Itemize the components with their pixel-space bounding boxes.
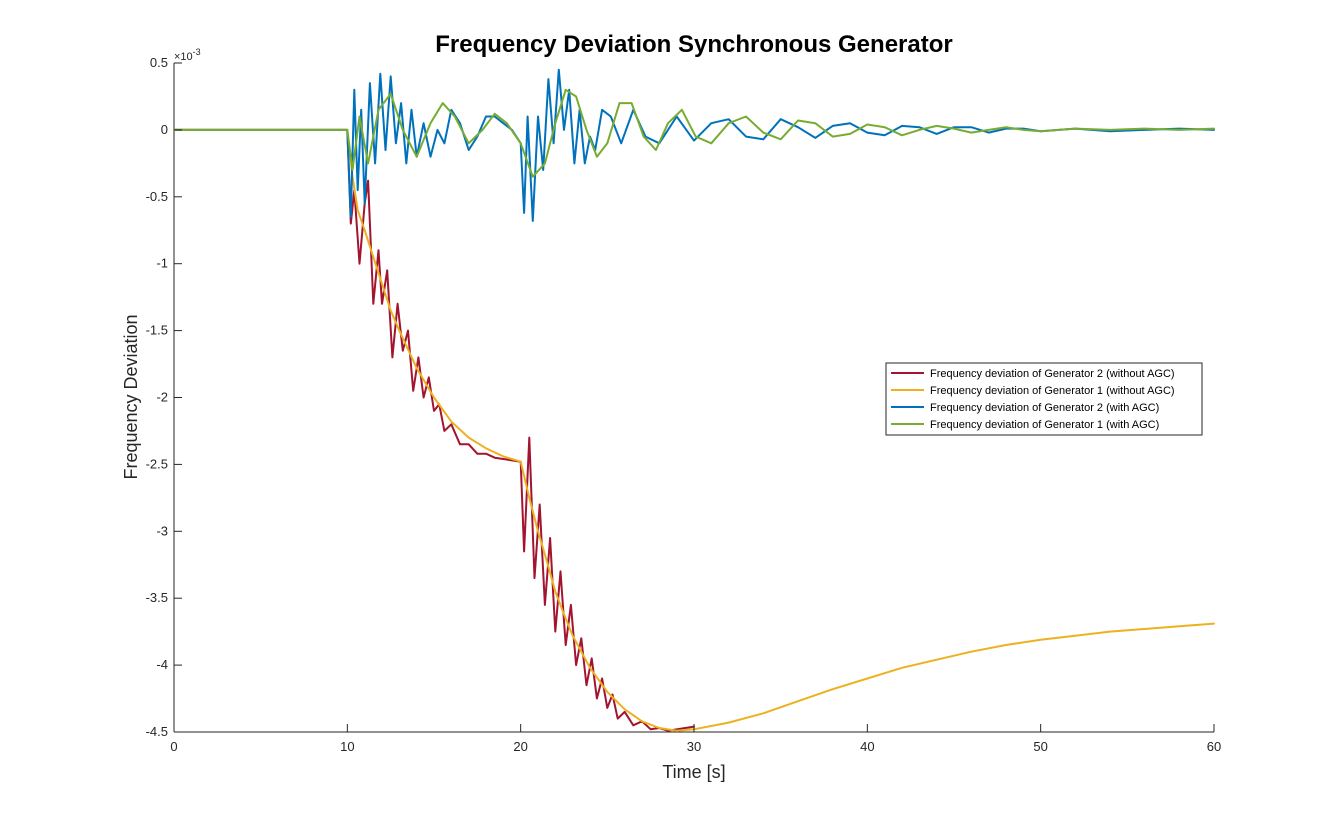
y-multiplier-base: ×10: [174, 51, 193, 63]
legend: Frequency deviation of Generator 2 (with…: [885, 362, 1203, 436]
series-line-1: [173, 128, 695, 732]
x-tick-label: 60: [1207, 739, 1221, 754]
series-line-3: [173, 68, 1215, 222]
y-tick-label: -1.5: [146, 323, 168, 338]
y-tick-label: 0.5: [150, 55, 168, 70]
series-lines: [173, 68, 1215, 732]
y-tick-label: -4: [156, 657, 168, 672]
y-tick-label: -2: [156, 390, 168, 405]
y-tick-label: -2.5: [146, 456, 168, 471]
legend-entry: Frequency deviation of Generator 1 (with…: [930, 419, 1159, 431]
legend-entry: Frequency deviation of Generator 1 (with…: [930, 385, 1175, 397]
y-tick-label: -3: [156, 523, 168, 538]
x-axis-ticks: 0 10 20 30 40 50 60: [170, 724, 1221, 754]
y-multiplier: ×10-3: [174, 47, 201, 63]
x-tick-label: 50: [1033, 739, 1047, 754]
legend-box: [885, 362, 1203, 436]
series-line-2: [173, 128, 1215, 732]
y-tick-label: -0.5: [146, 189, 168, 204]
legend-entry: Frequency deviation of Generator 2 (with…: [930, 402, 1159, 414]
series-line-4: [173, 88, 1215, 178]
x-axis-label: Time [s]: [662, 762, 725, 782]
x-tick-label: 10: [340, 739, 354, 754]
y-tick-label: -3.5: [146, 590, 168, 605]
x-tick-label: 40: [860, 739, 874, 754]
chart-title: Frequency Deviation Synchronous Generato…: [435, 31, 952, 58]
y-axis-label: Frequency Deviation: [121, 314, 141, 479]
y-multiplier-exp: -3: [193, 47, 201, 57]
y-tick-label: -1: [156, 256, 168, 271]
x-tick-label: 0: [170, 739, 177, 754]
y-tick-label: -4.5: [146, 724, 168, 739]
y-axis-ticks: 0.5 0 -0.5 -1 -1.5 -2 -2.5 -3 -3.5 -4 -4.5: [146, 55, 182, 739]
legend-entry: Frequency deviation of Generator 2 (with…: [930, 368, 1175, 380]
y-tick-label: 0: [161, 122, 168, 137]
x-tick-label: 20: [513, 739, 527, 754]
x-tick-label: 30: [687, 739, 701, 754]
